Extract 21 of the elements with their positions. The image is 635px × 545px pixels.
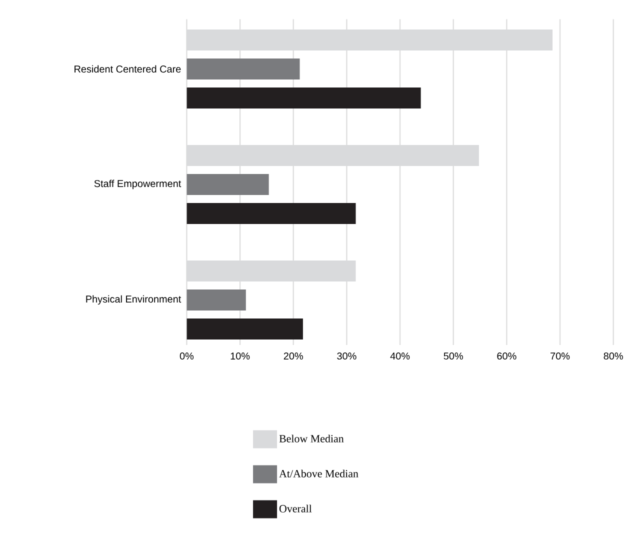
x-tick-label: 60% <box>497 352 516 360</box>
legend-label: Overall <box>279 504 312 512</box>
x-tick-label: 40% <box>390 352 410 360</box>
legend-label: Below Median <box>279 434 344 442</box>
bar <box>186 174 269 195</box>
y-tick-label: Staff Empowerment <box>94 180 182 190</box>
x-tick-label: 30% <box>337 352 356 360</box>
x-tick-label: 0% <box>180 352 194 360</box>
bar <box>186 87 421 108</box>
bar <box>186 202 356 224</box>
bar <box>186 58 300 80</box>
x-tick-label: 20% <box>284 352 303 360</box>
y-tick-label: Resident Centered Care <box>74 65 181 73</box>
legend-label: At/Above Median <box>279 470 358 478</box>
x-tick-label: 70% <box>550 352 570 360</box>
y-tick-label: Physical Environment <box>86 295 182 305</box>
x-tick-label: 80% <box>604 352 623 360</box>
x-tick-label: 50% <box>444 352 463 360</box>
bar <box>186 318 303 340</box>
x-tick-label: 10% <box>230 352 250 360</box>
bar <box>186 289 246 310</box>
